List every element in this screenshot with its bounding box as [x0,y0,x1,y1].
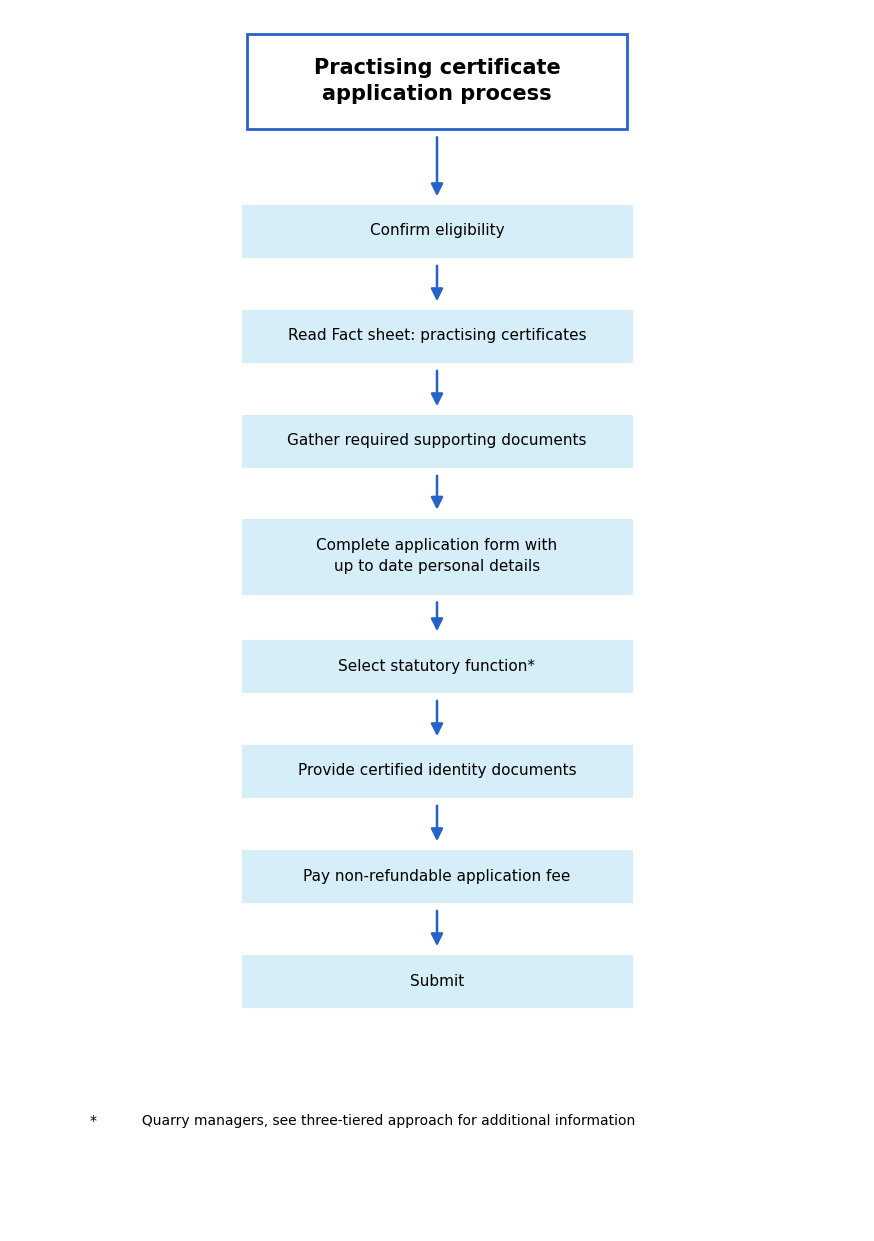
FancyBboxPatch shape [242,310,632,362]
Text: Gather required supporting documents: Gather required supporting documents [288,433,586,448]
Text: Select statutory function*: Select statutory function* [338,659,536,674]
FancyBboxPatch shape [242,414,632,467]
FancyBboxPatch shape [247,34,627,129]
FancyBboxPatch shape [242,745,632,797]
FancyBboxPatch shape [242,205,632,257]
Text: Confirm eligibility: Confirm eligibility [370,223,504,238]
Text: Practising certificate
application process: Practising certificate application proce… [314,58,560,104]
Text: Pay non-refundable application fee: Pay non-refundable application fee [303,869,571,884]
FancyBboxPatch shape [242,640,632,692]
FancyBboxPatch shape [242,850,632,902]
Text: Quarry managers, see three-tiered approach for additional information: Quarry managers, see three-tiered approa… [120,1114,635,1128]
Text: Submit: Submit [410,973,464,989]
FancyBboxPatch shape [242,956,632,1006]
FancyBboxPatch shape [242,519,632,593]
Text: Complete application form with
up to date personal details: Complete application form with up to dat… [316,539,558,575]
Text: *: * [90,1114,97,1128]
Text: Provide certified identity documents: Provide certified identity documents [298,763,576,778]
Text: Read Fact sheet: practising certificates: Read Fact sheet: practising certificates [288,329,586,344]
